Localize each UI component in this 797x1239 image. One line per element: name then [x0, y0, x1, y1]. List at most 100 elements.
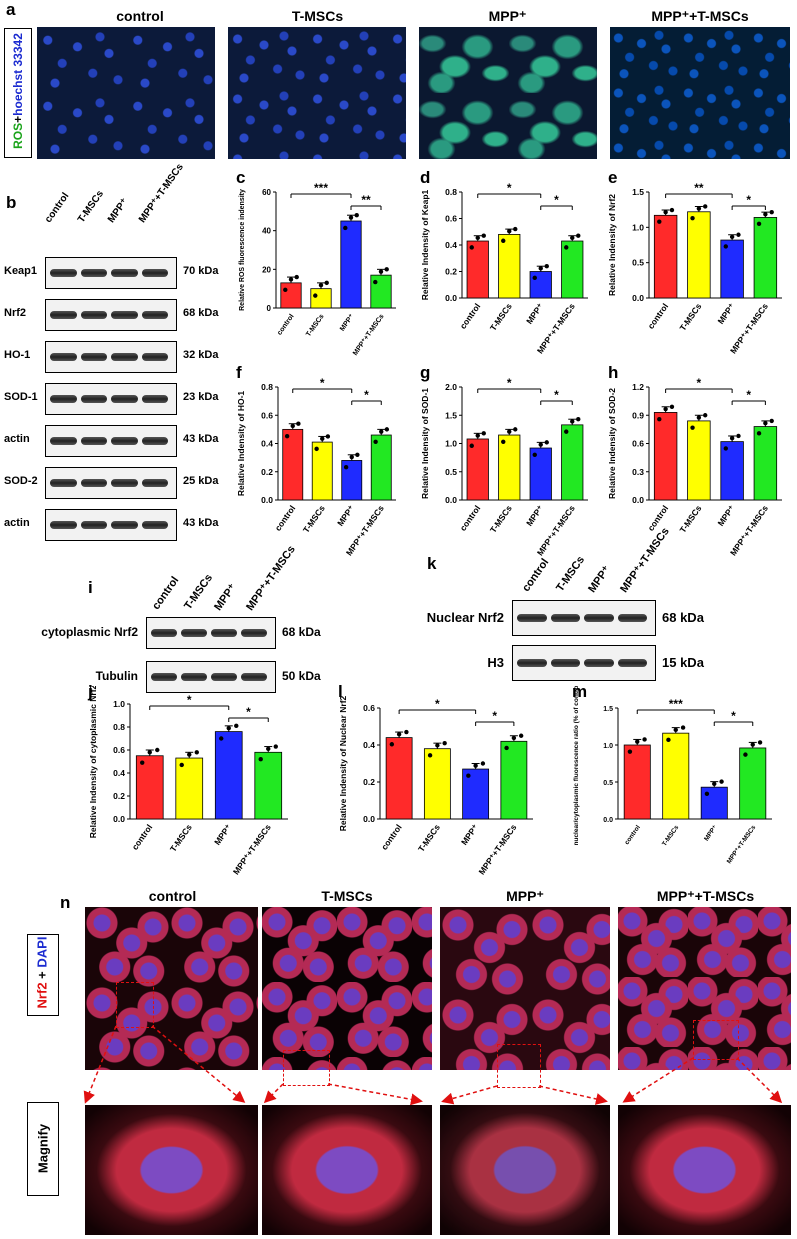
blot-row-label: Nrf2: [4, 307, 27, 319]
data-point: [396, 732, 402, 737]
data-point: [314, 446, 319, 452]
panel-label-g: g: [420, 363, 431, 382]
bar-chart-d: 0.0 0.2 0.4 0.6 0.8 Relative Indensity of Kea…: [420, 181, 588, 356]
y-axis-label: Relative Indensity of HO-1: [236, 391, 246, 497]
y-tick-label: 1.5: [603, 706, 613, 713]
sig-label: **: [361, 193, 371, 207]
data-point: [696, 206, 702, 211]
data-point: [384, 427, 390, 432]
y-tick-label: 0.5: [603, 780, 613, 787]
blot-row-label: cytoplasmic Nrf2: [41, 625, 138, 639]
blot-band: [141, 353, 168, 361]
blot-row-label: SOD-2: [4, 475, 38, 487]
data-point: [750, 742, 755, 747]
bar-chart-j: 0.0 0.2 0.4 0.6 0.8 1.0 Relative Indensity of …: [88, 686, 288, 877]
col-title-mpp: MPP⁺: [488, 8, 527, 24]
panel-label-e: e: [608, 168, 618, 187]
y-tick-label: 1.0: [445, 439, 457, 449]
y-axis-label: nuclear/cytoplasmic fluorescence ratio (…: [573, 686, 580, 846]
blot-band: [241, 629, 267, 637]
blot-strip: [45, 299, 177, 331]
data-point: [538, 442, 543, 447]
blot-strip: [45, 383, 177, 415]
data-point: [680, 725, 686, 730]
y-axis-label: Relative Indensity of Nrf2: [607, 194, 617, 296]
data-point: [663, 209, 668, 215]
ros-image-tmscs: [228, 27, 406, 159]
n-col-title-tmscs: T-MSCs: [321, 888, 373, 904]
data-point: [704, 791, 710, 797]
y-tick-label: 0.2: [445, 267, 457, 277]
y-tick-label: 0.0: [632, 495, 644, 505]
blot-kda-label: 32 kDa: [183, 349, 219, 361]
data-point: [373, 279, 378, 285]
blot-row-label: Keap1: [4, 265, 38, 277]
data-point: [696, 415, 702, 420]
nrf2-dapi-label-box: Nrf2 + DAPI: [27, 934, 59, 1016]
blot-kda-label: 15 kDa: [662, 655, 704, 670]
nrf2-image-mpp-tmscs: [618, 907, 791, 1070]
data-point: [294, 274, 299, 280]
sig-label: *: [492, 709, 497, 723]
bar-chart-h: 0.0 0.3 0.6 0.9 1.2 Relative Indensity of SOD…: [607, 376, 782, 558]
blot-band: [50, 353, 77, 361]
bar: [135, 755, 164, 820]
data-point: [226, 725, 231, 731]
data-point: [757, 740, 763, 745]
blot-band: [584, 614, 614, 622]
data-point: [736, 232, 741, 237]
blot-kda-label: 68 kDa: [662, 610, 704, 625]
bar: [254, 751, 283, 820]
data-point: [404, 729, 409, 735]
data-point: [690, 215, 695, 221]
data-point: [427, 753, 433, 758]
col-title-control: control: [116, 8, 164, 24]
data-point: [273, 744, 278, 749]
bar: [561, 424, 584, 501]
blot-band: [141, 521, 168, 529]
data-point: [179, 762, 184, 768]
nrf2-image-mpp: [440, 907, 610, 1070]
data-point: [576, 233, 581, 238]
data-point: [673, 727, 678, 733]
y-tick-label: 0.2: [113, 791, 125, 801]
data-point: [736, 433, 741, 439]
data-point: [194, 750, 199, 755]
bar: [466, 438, 489, 501]
y-tick-label: 0.9: [632, 410, 644, 420]
data-point: [466, 773, 471, 778]
blot-row-label: HO-1: [4, 349, 31, 361]
blot-band: [111, 479, 138, 487]
blot-strip: [45, 467, 177, 499]
data-point: [389, 742, 395, 747]
y-tick-label: 1.0: [603, 743, 613, 750]
blot-band: [211, 673, 237, 681]
data-point: [219, 736, 224, 741]
blot-strip: [45, 257, 177, 289]
data-point: [480, 761, 486, 766]
zoom-box-tmscs: [283, 1050, 330, 1086]
sig-label: *: [697, 376, 702, 390]
data-point: [343, 225, 348, 231]
panel-label-n: n: [60, 893, 71, 912]
bar: [720, 239, 744, 299]
data-point: [769, 209, 774, 215]
bar-chart-g: 0.0 0.5 1.0 1.5 2.0 Relative Indensity of SOD…: [420, 376, 588, 558]
data-point: [284, 433, 290, 439]
panel-label-k: k: [427, 554, 437, 573]
bar: [739, 747, 767, 820]
blot-kda-label: 25 kDa: [183, 475, 219, 487]
y-tick-label: 0.6: [445, 214, 457, 224]
blot-band: [111, 395, 138, 403]
data-point: [283, 287, 288, 293]
data-point: [729, 436, 735, 441]
data-point: [544, 440, 549, 445]
sig-label: *: [554, 388, 559, 402]
n-col-title-mpp-tmscs: MPP⁺+T-MSCs: [656, 888, 755, 904]
blot-strip: [45, 509, 177, 541]
blot-band: [50, 437, 77, 445]
blot-band: [181, 629, 207, 637]
blot-band: [151, 673, 177, 681]
y-tick-label: 0.0: [363, 814, 375, 824]
